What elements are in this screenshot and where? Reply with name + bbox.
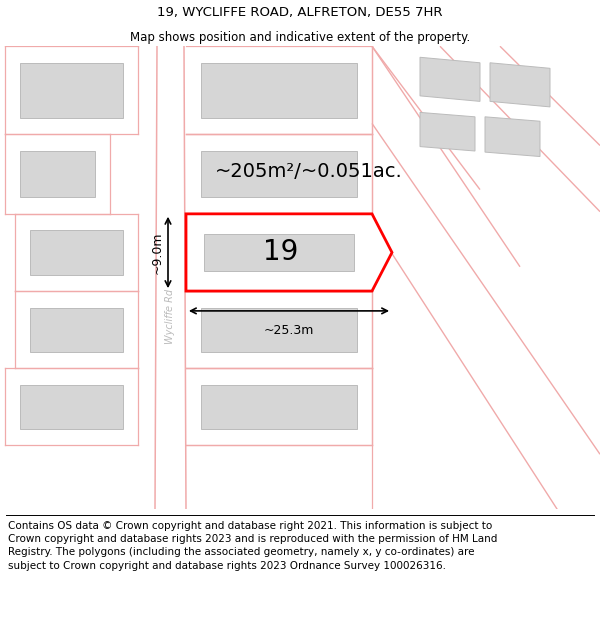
Bar	[204, 234, 354, 271]
Text: 19: 19	[263, 239, 299, 266]
Bar	[201, 231, 357, 274]
Bar	[201, 308, 357, 352]
Polygon shape	[490, 62, 550, 107]
Polygon shape	[485, 117, 540, 156]
Polygon shape	[186, 214, 392, 291]
Text: Map shows position and indicative extent of the property.: Map shows position and indicative extent…	[130, 31, 470, 44]
Bar	[201, 385, 357, 429]
Text: Wycliffe Rd: Wycliffe Rd	[165, 289, 175, 344]
Polygon shape	[420, 58, 480, 101]
Polygon shape	[420, 112, 475, 151]
Bar	[201, 151, 357, 198]
Bar	[30, 231, 123, 274]
Bar	[20, 62, 123, 118]
Text: ~25.3m: ~25.3m	[264, 324, 314, 337]
Text: ~9.0m: ~9.0m	[151, 231, 164, 274]
Bar	[30, 308, 123, 352]
Bar	[201, 62, 357, 118]
Bar	[20, 385, 123, 429]
Text: ~205m²/~0.051ac.: ~205m²/~0.051ac.	[215, 162, 403, 181]
Text: 19, WYCLIFFE ROAD, ALFRETON, DE55 7HR: 19, WYCLIFFE ROAD, ALFRETON, DE55 7HR	[157, 6, 443, 19]
Bar	[20, 151, 95, 198]
Text: Contains OS data © Crown copyright and database right 2021. This information is : Contains OS data © Crown copyright and d…	[8, 521, 497, 571]
